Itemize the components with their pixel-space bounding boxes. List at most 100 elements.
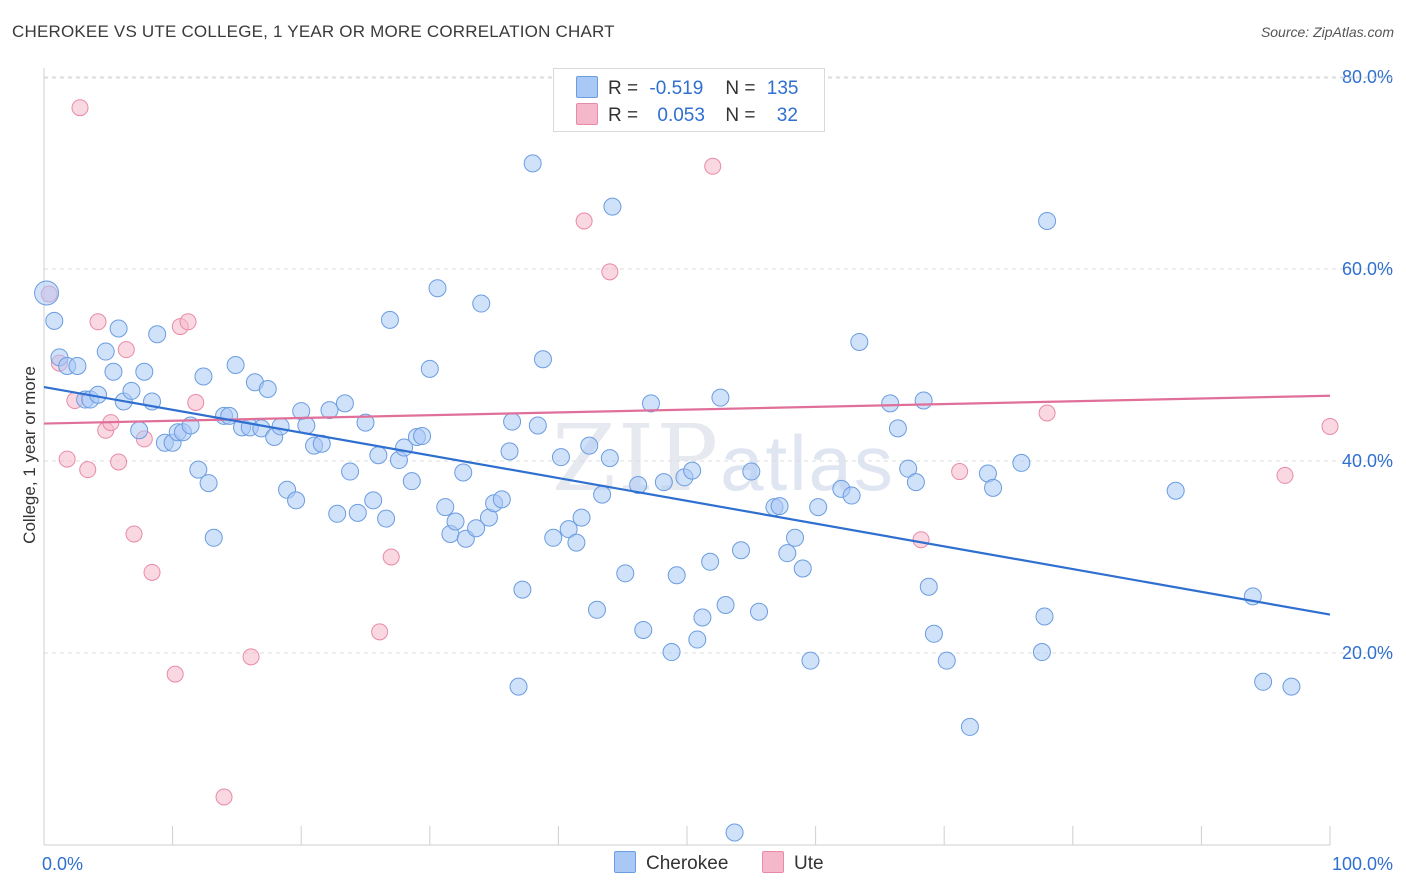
legend-swatch-cherokee — [576, 76, 598, 98]
cherokee-point — [45, 311, 64, 330]
cherokee-point — [341, 462, 360, 481]
cherokee-point — [559, 520, 578, 539]
cherokee-point — [348, 503, 367, 522]
cherokee-point — [364, 491, 383, 510]
cherokee-point — [801, 651, 820, 670]
cherokee-point — [513, 580, 532, 599]
cherokee-point — [509, 677, 528, 696]
watermark: ZIPatlas — [552, 405, 895, 512]
cherokee-point — [328, 504, 347, 523]
cherokee-point — [413, 427, 432, 446]
cherokee-point — [600, 449, 619, 468]
x-tick-label: 100.0% — [1332, 854, 1393, 874]
cherokee-trend-line — [43, 385, 1331, 616]
ute-point — [179, 313, 197, 331]
cherokee-point — [467, 519, 486, 538]
cherokee-point — [662, 643, 681, 662]
cherokee-point — [287, 491, 306, 510]
cherokee-point — [616, 564, 635, 583]
cherokee-point — [377, 509, 396, 528]
ute-point — [951, 463, 969, 481]
cherokee-point — [716, 596, 735, 614]
ute-point — [110, 453, 128, 471]
cherokee-point — [750, 602, 769, 621]
cherokee-point — [688, 630, 707, 649]
cherokee-point — [122, 381, 141, 400]
cherokee-point — [924, 624, 943, 643]
legend-n-value: 32 — [776, 105, 798, 126]
cherokee-point — [500, 442, 519, 461]
bottom-legend-ute: Ute — [762, 851, 824, 875]
cherokee-point — [629, 476, 648, 494]
legend-r-value: -0.519 — [649, 78, 704, 99]
cherokee-point — [528, 416, 547, 435]
cherokee-point — [226, 356, 245, 374]
cherokee-point — [960, 717, 979, 736]
cherokee-point — [204, 528, 223, 547]
cherokee-point — [587, 600, 606, 619]
cherokee-point — [667, 566, 686, 585]
cherokee-point — [1254, 672, 1273, 691]
ute-point — [575, 212, 593, 230]
cherokee-point — [271, 417, 290, 436]
cherokee-point — [711, 388, 730, 407]
cherokee-point — [1035, 607, 1054, 626]
ute-point — [1038, 404, 1056, 422]
legend-n-label: N = — [725, 78, 756, 99]
legend-r-value: 0.053 — [657, 105, 705, 126]
legend-row-ute: R = 0.053 N = 32 — [576, 103, 798, 127]
cherokee-point — [96, 342, 115, 361]
cherokee-point — [593, 485, 612, 504]
ute-point — [125, 525, 143, 543]
legend-r-label: R = — [608, 78, 639, 99]
cherokee-point — [742, 462, 761, 481]
cherokee-point — [436, 498, 455, 517]
cherokee-point — [148, 325, 167, 344]
ute-point — [242, 648, 260, 666]
source-note: Source: ZipAtlas.com — [1260, 24, 1394, 40]
cherokee-point — [135, 362, 154, 381]
ute-point — [79, 461, 97, 479]
cherokee-point — [199, 474, 218, 493]
cherokee-point — [472, 294, 491, 313]
cherokee-point — [603, 197, 622, 216]
cherokee-point — [984, 478, 1003, 497]
cherokee-point — [937, 651, 956, 670]
bottom-legend-label: Ute — [794, 853, 824, 874]
cherokee-point — [899, 459, 918, 478]
cherokee-point — [1012, 453, 1031, 472]
ute-point — [1321, 417, 1339, 435]
ute-point — [187, 393, 205, 411]
cherokee-point — [1038, 212, 1057, 230]
cherokee-point — [420, 359, 439, 378]
cherokee-point — [693, 608, 712, 627]
cherokee-point — [641, 394, 660, 413]
y-tick-label: 40.0% — [1342, 451, 1393, 471]
y-tick-label: 20.0% — [1342, 643, 1393, 663]
ute-trend-line — [43, 394, 1331, 425]
cherokee-point — [356, 413, 375, 432]
cherokee-point — [850, 332, 869, 351]
ute-point — [601, 263, 619, 281]
watermark-zip: ZIP — [552, 405, 721, 512]
cherokee-point — [919, 577, 938, 596]
cherokee-point — [654, 473, 673, 492]
ute-point — [58, 450, 76, 468]
cherokee-point — [725, 823, 744, 842]
x-tick-label: 0.0% — [42, 854, 83, 874]
cherokee-point — [1282, 677, 1301, 696]
legend-swatch-ute — [576, 103, 598, 125]
cherokee-point — [567, 533, 586, 552]
cherokee-point — [683, 461, 702, 480]
cherokee-point — [701, 552, 720, 571]
ute-point — [215, 788, 233, 806]
cherokee-point — [533, 350, 552, 369]
stats-legend: R = -0.519 N = 135 R = 0.053 N = 32 — [553, 68, 825, 132]
ute-point — [382, 548, 400, 566]
cherokee-point — [320, 401, 339, 420]
ute-point — [166, 665, 184, 683]
legend-r-label: R = — [608, 105, 639, 126]
cherokee-point — [402, 472, 421, 491]
bottom-legend-swatch-cherokee — [614, 851, 636, 873]
